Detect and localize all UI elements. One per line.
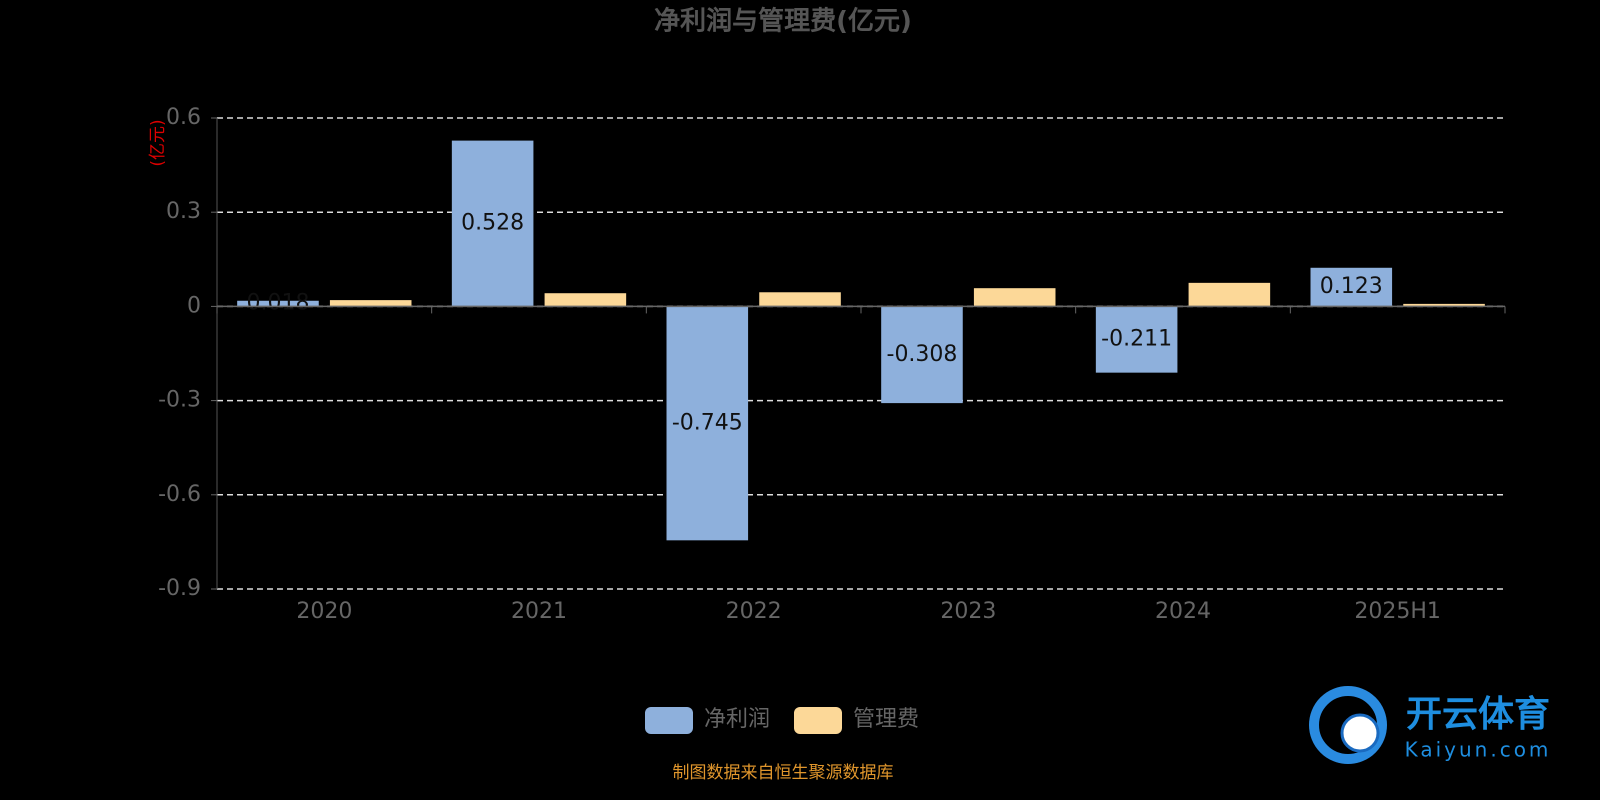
data-label: -0.211 <box>1101 327 1172 352</box>
x-tick-label: 2023 <box>940 599 996 624</box>
logo-ball <box>1340 713 1380 753</box>
bar <box>451 140 534 307</box>
y-tick-label: -0.6 <box>158 482 201 507</box>
legend-swatch <box>794 707 842 734</box>
source: 制图数据来自恒生聚源数据库 <box>673 763 894 783</box>
y-tick-label: 0 <box>187 293 201 318</box>
x-tick-label: 2022 <box>726 599 782 624</box>
x-tick-label: 2020 <box>296 599 352 624</box>
bar <box>666 306 749 541</box>
logo <box>1309 686 1387 764</box>
chart-title: 净利润与管理费(亿元) <box>654 6 912 37</box>
bar <box>329 300 412 307</box>
legend-label: 管理费 <box>853 707 919 732</box>
y-tick-label: 0.3 <box>166 199 201 224</box>
data-label: 0.018 <box>246 291 309 316</box>
data-label: 0.528 <box>461 211 524 236</box>
y-axis-label: (亿元) <box>148 119 168 166</box>
legend-label: 净利润 <box>704 707 770 732</box>
legend-swatch <box>645 707 693 734</box>
bar <box>1095 306 1178 373</box>
y-tick-label: -0.3 <box>158 388 201 413</box>
bar <box>1188 282 1271 307</box>
bar <box>237 300 319 307</box>
bar <box>1403 303 1485 307</box>
bar <box>1310 267 1393 307</box>
y-tick-label: 0.6 <box>166 105 201 130</box>
bar <box>973 288 1056 307</box>
data-label: 0.123 <box>1320 274 1383 299</box>
y-tick-label: -0.9 <box>158 576 201 601</box>
bar <box>759 292 841 307</box>
data-label: -0.308 <box>887 342 958 367</box>
data-label: -0.745 <box>672 410 743 435</box>
bar <box>544 293 627 307</box>
bar <box>881 306 963 404</box>
x-tick-label: 2021 <box>511 599 567 624</box>
x-tick-label: 2024 <box>1155 599 1211 624</box>
watermark: 开云体育 Kaiyun.com <box>1309 686 1552 764</box>
watermark-name: 开云体育 <box>1406 694 1550 735</box>
x-tick-label: 2025H1 <box>1354 599 1441 624</box>
watermark-site: Kaiyun.com <box>1405 738 1552 762</box>
